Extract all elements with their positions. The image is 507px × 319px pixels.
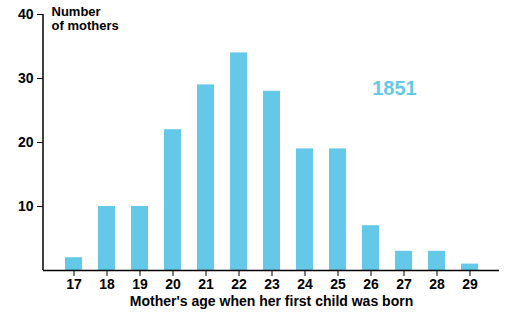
svg-text:17: 17	[66, 276, 82, 292]
svg-text:1851: 1851	[372, 77, 417, 99]
svg-text:Numberof mothers: Numberof mothers	[52, 4, 119, 33]
svg-text:40: 40	[18, 6, 34, 22]
svg-text:25: 25	[330, 276, 346, 292]
svg-text:30: 30	[18, 70, 34, 86]
svg-text:10: 10	[18, 198, 34, 214]
svg-text:20: 20	[165, 276, 181, 292]
svg-text:Mother's age when her first ch: Mother's age when her first child was bo…	[130, 293, 413, 309]
svg-text:21: 21	[198, 276, 214, 292]
svg-text:27: 27	[396, 276, 412, 292]
svg-text:23: 23	[264, 276, 280, 292]
svg-text:19: 19	[132, 276, 148, 292]
svg-text:24: 24	[297, 276, 313, 292]
svg-text:26: 26	[363, 276, 379, 292]
svg-text:20: 20	[18, 134, 34, 150]
svg-text:29: 29	[462, 276, 478, 292]
svg-text:18: 18	[99, 276, 115, 292]
svg-text:22: 22	[231, 276, 247, 292]
svg-text:28: 28	[429, 276, 445, 292]
